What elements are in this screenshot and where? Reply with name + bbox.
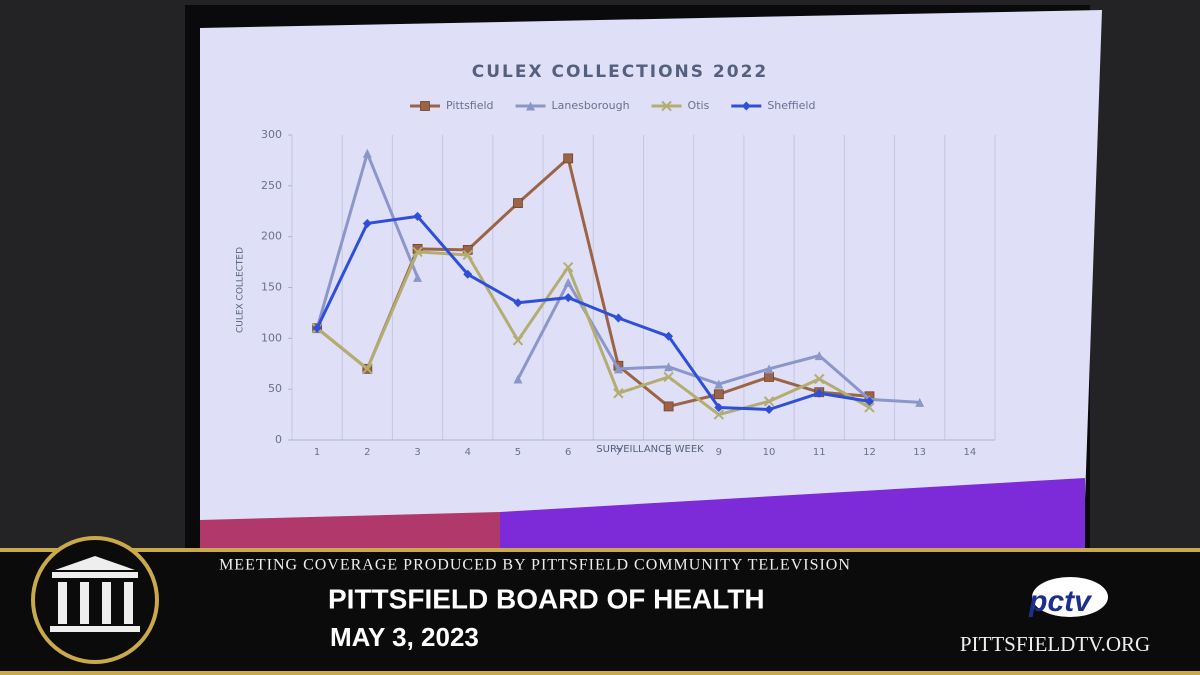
marker: [362, 148, 372, 158]
marker: [663, 401, 674, 412]
marker: [814, 373, 825, 385]
marker: [613, 313, 623, 323]
marker: [764, 364, 774, 374]
marker: [814, 388, 824, 398]
x-tick-label: 1: [314, 447, 320, 458]
legend-label: Lanesborough: [552, 99, 630, 112]
marker: [413, 272, 423, 282]
legend-marker: [526, 101, 536, 111]
x-axis-title: SURVEILLANCE WEEK: [596, 444, 704, 455]
marker: [513, 374, 523, 384]
banner: [0, 548, 1200, 675]
marker: [864, 396, 874, 406]
marker: [713, 389, 724, 400]
marker: [562, 261, 574, 273]
marker: [613, 364, 623, 374]
x-tick-label: 12: [863, 447, 876, 458]
y-tick-label: 50: [268, 382, 282, 395]
y-tick-label: 150: [261, 281, 282, 294]
marker: [563, 293, 573, 303]
marker: [362, 218, 372, 228]
x-tick-label: 14: [964, 447, 977, 458]
y-tick-label: 250: [261, 179, 282, 192]
legend-marker: [420, 101, 430, 111]
pctv-logo: pctv: [1028, 585, 1093, 618]
tv-screen: [200, 10, 1102, 525]
marker: [864, 402, 875, 413]
pctv-logo-bg: [1032, 577, 1108, 617]
banner-date: MAY 3, 2023: [330, 622, 479, 652]
banner-bottom-rule: [0, 671, 1200, 675]
banner-credit: MEETING COVERAGE PRODUCED BY PITTSFIELD …: [219, 557, 851, 574]
legend-marker: [661, 100, 672, 112]
series-line: [316, 250, 871, 417]
y-tick-label: 100: [261, 331, 282, 344]
x-tick-label: 4: [465, 447, 471, 458]
marker: [312, 323, 322, 333]
marker: [714, 379, 724, 389]
marker: [763, 396, 775, 407]
marker: [563, 277, 573, 287]
x-tick-label: 3: [414, 447, 420, 458]
x-tick-label: 8: [665, 447, 671, 458]
y-axis-title: CULEX COLLECTED: [236, 247, 246, 333]
marker: [463, 269, 473, 279]
x-tick-label: 7: [615, 447, 621, 458]
marker: [714, 402, 724, 412]
marker: [915, 397, 925, 407]
y-tick-label: 200: [261, 230, 282, 243]
marker: [513, 298, 523, 308]
banner-url: PITTSFIELDTV.ORG: [960, 632, 1150, 656]
marker: [613, 388, 624, 399]
marker: [512, 335, 524, 346]
screen-bar-left: [200, 512, 500, 548]
x-tick-label: 11: [813, 447, 826, 458]
marker: [513, 198, 523, 209]
marker: [462, 249, 473, 261]
banner-title: PITTSFIELD BOARD OF HEALTH: [328, 583, 765, 614]
x-tick-label: 9: [716, 447, 722, 458]
marker: [764, 405, 774, 414]
marker: [563, 153, 574, 164]
y-tick-label: 300: [261, 128, 282, 141]
marker: [664, 362, 674, 372]
series-line: [315, 214, 870, 411]
legend-label: Sheffield: [767, 99, 815, 112]
legend-label: Otis: [688, 99, 710, 112]
marker: [412, 246, 423, 258]
marker: [713, 409, 725, 420]
marker: [764, 372, 774, 382]
x-tick-label: 6: [565, 447, 571, 458]
chart: CULEX COLLECTIONS 2022 SURVEILLANCE WEEK…: [236, 62, 996, 458]
screen-bar-right: [500, 478, 1085, 548]
legend-marker: [741, 101, 751, 111]
x-tick-label: 13: [913, 447, 926, 458]
marker: [663, 371, 674, 383]
logo-building: [50, 556, 140, 632]
marker: [362, 363, 373, 375]
x-tick-label: 2: [364, 447, 370, 458]
marker: [814, 351, 824, 361]
y-tick-label: 0: [275, 433, 282, 446]
legend-label: Pittsfield: [446, 99, 494, 112]
x-tick-label: 10: [763, 447, 776, 458]
chart-title: CULEX COLLECTIONS 2022: [472, 62, 769, 82]
banner-top-rule: [0, 548, 1200, 552]
marker: [664, 331, 674, 341]
x-tick-label: 5: [515, 447, 521, 458]
marker: [413, 211, 423, 221]
